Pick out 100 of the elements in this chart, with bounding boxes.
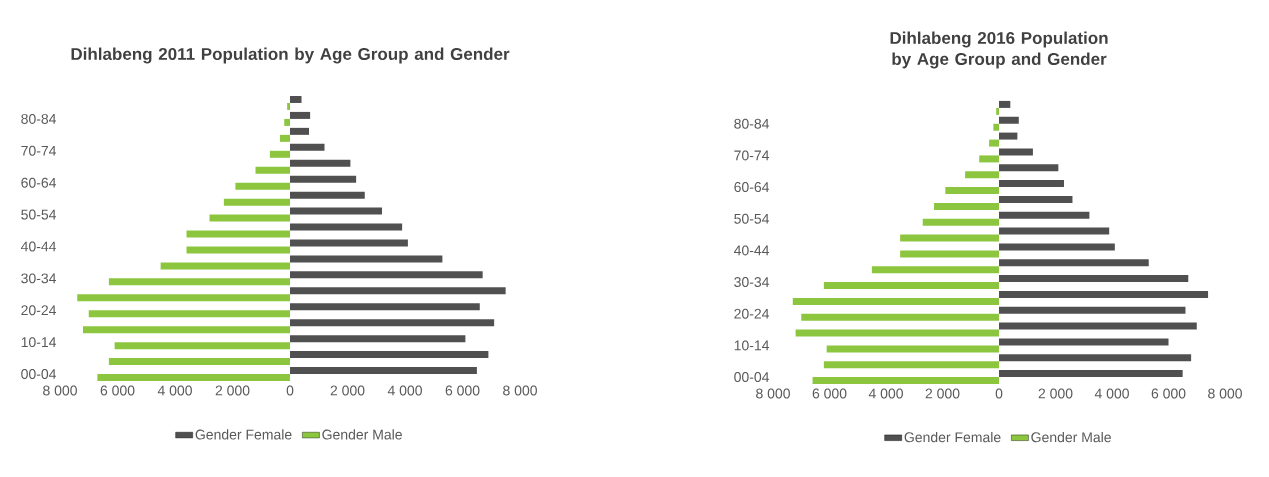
- bar: [290, 175, 357, 183]
- y-tick-label: 00-04: [734, 372, 770, 383]
- bar: [290, 287, 506, 295]
- bar: [290, 303, 480, 311]
- bar: [999, 259, 1149, 267]
- bar: [290, 223, 403, 231]
- bar: [290, 111, 311, 119]
- y-tick-label: 50-54: [21, 209, 57, 220]
- bar: [792, 297, 1000, 305]
- bar: [965, 171, 1000, 179]
- bar: [996, 107, 1000, 115]
- bar: [826, 345, 1000, 353]
- bar: [108, 278, 291, 286]
- bar: [989, 139, 1000, 147]
- bar: [223, 198, 291, 206]
- x-tick-label: 2 000: [330, 385, 365, 396]
- x-tick-label: 4 000: [157, 385, 192, 396]
- y-tick-label: 30-34: [21, 273, 57, 284]
- bar: [801, 313, 1000, 321]
- bar: [999, 322, 1197, 330]
- x-tick-label: 6 000: [445, 385, 480, 396]
- chart-title: Dihlabeng 2016 Population by Age Group and Gender: [890, 31, 1108, 69]
- y-tick-label: 30-34: [734, 277, 770, 288]
- y-tick-label: 60-64: [734, 182, 770, 193]
- bar: [999, 370, 1183, 378]
- bar: [999, 180, 1064, 188]
- bar: [945, 187, 1000, 195]
- bar: [290, 127, 309, 135]
- x-tick-label: 8 000: [756, 388, 790, 399]
- bar: [83, 326, 291, 334]
- bar: [900, 250, 1000, 258]
- x-tick-label: 2 000: [1038, 388, 1073, 399]
- bar: [999, 243, 1115, 251]
- bar: [255, 166, 291, 174]
- x-tick-label: 0: [286, 385, 294, 396]
- bar: [871, 266, 1000, 274]
- bar: [108, 358, 291, 366]
- x-tick-label: 4 000: [868, 388, 903, 399]
- y-tick-label: 50-54: [734, 213, 770, 224]
- x-tick-label: 8 000: [503, 385, 537, 396]
- y-tick-label: 10-14: [734, 340, 770, 351]
- bar: [290, 143, 325, 151]
- x-tick-label: 8 000: [43, 385, 77, 396]
- bar: [999, 100, 1011, 108]
- bar: [999, 290, 1209, 298]
- y-tick-label: 60-64: [21, 177, 57, 188]
- bar: [999, 148, 1033, 156]
- bar: [235, 182, 291, 190]
- legend-label: Gender Female: [904, 431, 1001, 443]
- bar: [88, 310, 291, 318]
- bar: [287, 102, 291, 110]
- y-tick-label: 80-84: [734, 118, 770, 129]
- x-tick-label: 8 000: [1208, 388, 1242, 399]
- bar: [999, 211, 1090, 219]
- bar: [186, 230, 291, 238]
- y-tick-label: 20-24: [21, 305, 57, 316]
- legend-label: Gender Male: [322, 429, 402, 440]
- bar: [290, 207, 383, 215]
- bar: [999, 275, 1189, 283]
- bar: [934, 202, 1000, 210]
- bar: [290, 255, 443, 263]
- y-tick-label: 00-04: [21, 369, 57, 379]
- bar: [290, 271, 483, 279]
- bar: [209, 214, 291, 222]
- bar: [795, 329, 1000, 337]
- chart-title: Dihlabeng 2011 Population by Age Group and Gender: [71, 47, 510, 64]
- bar: [979, 155, 1000, 163]
- bar: [290, 367, 477, 375]
- bar: [290, 335, 466, 343]
- bar: [279, 134, 291, 142]
- y-tick-label: 20-24: [734, 308, 770, 319]
- bar: [999, 132, 1018, 140]
- bar: [999, 338, 1169, 346]
- bar: [186, 246, 291, 254]
- x-tick-label: 4 000: [1094, 388, 1129, 399]
- bar: [823, 361, 1000, 369]
- bar: [922, 218, 1000, 226]
- bar: [999, 227, 1110, 235]
- x-tick-label: 6 000: [100, 385, 135, 396]
- bar: [999, 354, 1192, 362]
- bar: [823, 282, 1000, 290]
- y-tick-label: 40-44: [733, 245, 770, 256]
- bar: [812, 377, 1000, 385]
- bar: [290, 319, 495, 327]
- legend-label: Gender Female: [195, 429, 292, 440]
- bar: [290, 95, 302, 103]
- bar: [999, 306, 1186, 314]
- bar: [269, 150, 291, 158]
- x-tick-label: 2 000: [215, 385, 250, 396]
- x-tick-label: 6 000: [1151, 388, 1186, 399]
- y-tick-label: 10-14: [21, 337, 57, 348]
- y-tick-label: 70-74: [21, 145, 57, 156]
- y-tick-label: 80-84: [21, 113, 57, 124]
- bar: [77, 294, 291, 302]
- bar: [114, 342, 291, 350]
- x-tick-label: 4 000: [387, 385, 422, 396]
- bar: [290, 351, 489, 359]
- bar: [999, 116, 1019, 124]
- x-tick-label: 0: [995, 388, 1003, 399]
- bar: [290, 159, 351, 167]
